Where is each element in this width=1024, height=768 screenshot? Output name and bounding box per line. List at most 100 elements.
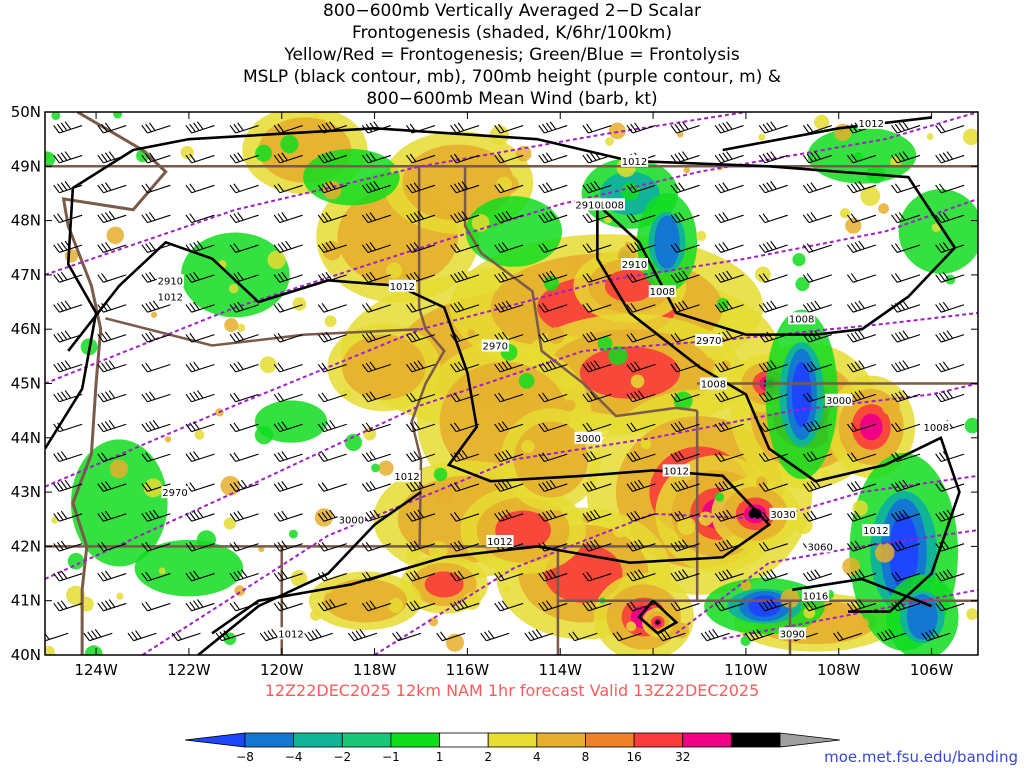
barb-flag: [630, 422, 637, 431]
barb-flag: [365, 332, 373, 342]
barb-flag: [498, 601, 505, 610]
barb-flag: [898, 540, 906, 549]
wind-barb: [97, 122, 127, 134]
shade-speckle: [371, 463, 380, 473]
barb-flag: [538, 244, 545, 253]
barb-flag: [101, 601, 108, 610]
wind-barb: [670, 151, 700, 164]
barb-flag: [714, 543, 722, 552]
barb-flag: [359, 629, 366, 638]
barb-flag: [417, 210, 424, 220]
barb-flag: [806, 273, 814, 282]
wind-barb: [891, 121, 921, 134]
barb-flag: [582, 214, 589, 223]
shade-speckle: [608, 122, 626, 140]
barb-flag: [545, 480, 553, 490]
barb-flag: [538, 483, 545, 492]
shade-speckle: [363, 427, 377, 441]
shade-speckle: [640, 438, 652, 450]
barb-flag: [307, 631, 315, 640]
barb-flag: [942, 212, 950, 221]
shade-speckle: [547, 327, 565, 345]
shade-speckle: [795, 277, 810, 292]
barb-flag: [538, 393, 545, 403]
lat-tick-label: 47N: [11, 266, 41, 284]
barb-flag: [938, 541, 946, 551]
barb-flag: [634, 540, 641, 549]
barb-flag: [406, 184, 413, 194]
wind-barb: [612, 631, 642, 642]
wind-barb: [273, 480, 303, 492]
barb-flag: [241, 569, 248, 578]
barb-flag: [97, 334, 104, 343]
shade-speckle: [406, 546, 421, 561]
barb-flag: [365, 153, 373, 162]
barb-flag: [101, 213, 108, 222]
barb-flag: [582, 184, 589, 194]
barb-flag: [542, 512, 549, 521]
barb-flag: [891, 453, 898, 462]
wind-barb: [450, 422, 480, 433]
barb-flag: [91, 630, 98, 639]
wind-barb: [185, 570, 215, 582]
barb-flag: [45, 631, 50, 640]
shade-speckle: [758, 133, 766, 141]
shade-speckle: [150, 311, 158, 318]
barb-flag: [406, 304, 413, 313]
barb-flag: [582, 513, 589, 522]
barb-shaft: [279, 184, 303, 194]
barb-flag: [498, 302, 505, 312]
barb-flag: [57, 392, 64, 401]
barb-shaft: [896, 214, 921, 224]
barb-flag: [317, 573, 325, 582]
barb-flag: [726, 539, 733, 548]
barb-flag: [141, 363, 148, 373]
barb-shaft: [720, 184, 744, 194]
wind-barb: [273, 271, 303, 283]
barb-flag: [572, 631, 579, 640]
barb-flag: [634, 510, 641, 520]
barb-flag: [630, 452, 637, 461]
barb-flag: [193, 421, 200, 430]
barb-flag: [487, 630, 495, 639]
wind-barb: [891, 183, 921, 194]
barb-flag: [233, 153, 240, 162]
shade-green: [465, 196, 563, 267]
barb-flag: [586, 422, 593, 431]
barb-flag: [409, 541, 417, 551]
colorbar-label: 1: [436, 750, 444, 764]
barb-flag: [626, 214, 634, 223]
barb-flag: [60, 510, 68, 520]
barb-flag: [311, 630, 319, 639]
barb-flag: [321, 332, 329, 342]
wind-barb: [538, 332, 568, 343]
barb-flag: [670, 244, 678, 253]
wind-barb: [670, 569, 700, 582]
barb-flag: [935, 334, 942, 343]
barb-flag: [135, 630, 142, 639]
wind-barb: [229, 510, 259, 522]
mslp-label-bg: [620, 154, 649, 167]
barb-flag: [57, 153, 64, 162]
wind-barb: [935, 390, 965, 403]
wind-barb: [53, 271, 83, 283]
barb-flag: [315, 629, 322, 638]
barb-flag: [850, 273, 858, 282]
wind-barb: [714, 121, 744, 134]
barb-flag: [450, 543, 457, 552]
barb-shaft: [500, 573, 524, 582]
wind-barb: [714, 539, 744, 552]
barb-flag: [271, 629, 278, 638]
wind-barb: [538, 152, 568, 164]
barb-shaft: [676, 602, 700, 612]
barb-flag: [60, 451, 68, 460]
barb-flag: [494, 125, 501, 134]
barb-flag: [141, 393, 148, 403]
barb-flag: [189, 332, 196, 342]
height-label: 2970: [696, 336, 721, 347]
barb-flag: [590, 182, 597, 191]
mslp-label: 1012: [859, 119, 884, 130]
barb-shaft: [574, 632, 598, 642]
wind-barb: [582, 213, 612, 224]
wind-barb: [670, 479, 700, 492]
